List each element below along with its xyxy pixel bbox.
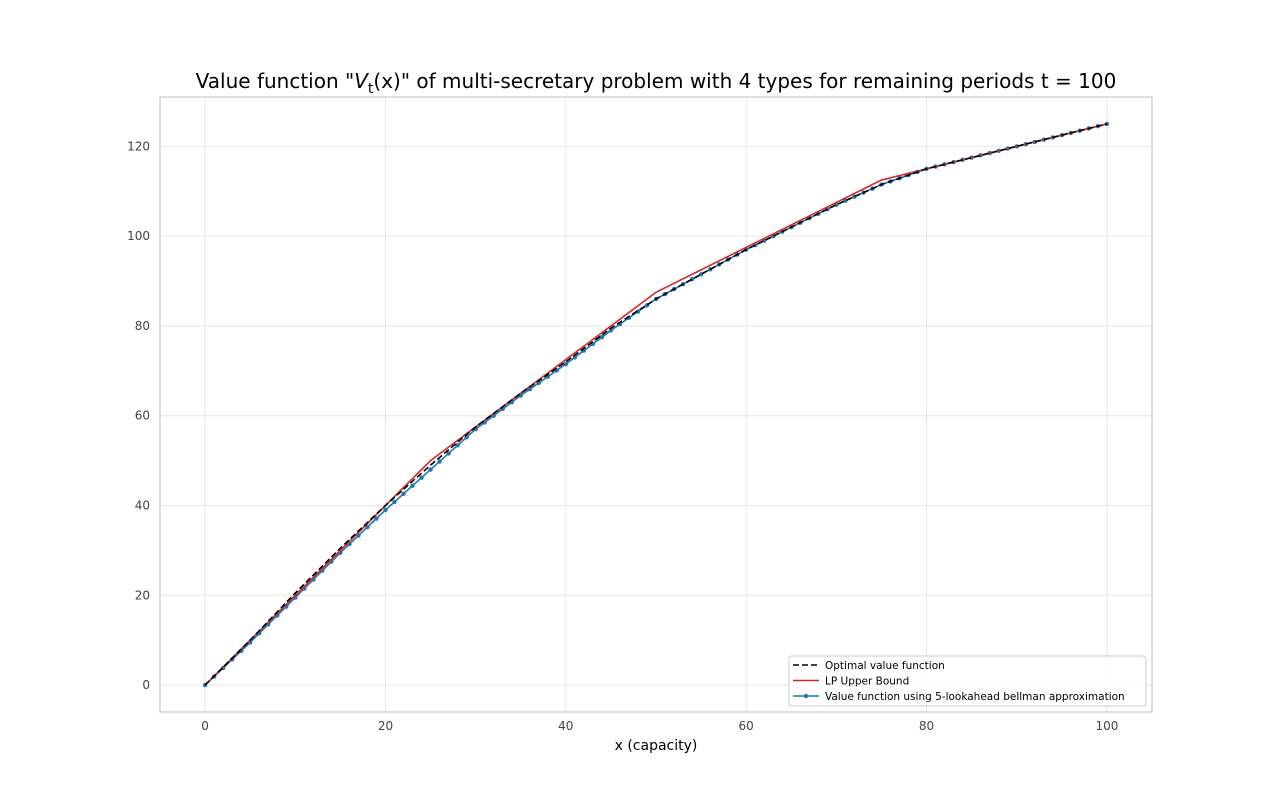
y-tick-label: 60 xyxy=(135,409,150,423)
plot-area xyxy=(160,97,1152,712)
data-point-marker xyxy=(392,499,397,505)
plot-frame xyxy=(159,96,1153,713)
legend: Optimal value function LP Upper Bound Valu… xyxy=(788,655,1147,707)
y-tick-label: 20 xyxy=(135,588,150,602)
x-tick-label: 80 xyxy=(919,719,934,733)
title-suffix: " of multi-secretary problem with 4 type… xyxy=(401,69,1116,93)
title-subscript: t xyxy=(368,81,374,97)
data-point-marker xyxy=(419,475,424,480)
legend-label: Optimal value function xyxy=(825,660,945,672)
data-point-marker xyxy=(410,483,415,488)
chart-title: Value function "Vt(x)" of multi-secretar… xyxy=(196,69,1117,97)
y-tick-label: 100 xyxy=(127,229,150,243)
title-symbol: V xyxy=(354,69,369,93)
y-tick-label: 120 xyxy=(127,139,150,153)
x-axis-label: x (capacity) xyxy=(615,738,698,754)
legend-label: Value function using 5-lookahead bellman… xyxy=(825,691,1125,703)
y-tick-label: 40 xyxy=(135,499,150,513)
data-point-marker xyxy=(428,467,433,472)
y-axis-ticks: 0 20 40 60 80 100 120 xyxy=(127,139,150,692)
data-point-marker xyxy=(635,309,641,314)
grid-lines xyxy=(160,97,1152,712)
title-argument: (x) xyxy=(373,69,400,93)
legend-entry: Value function using 5-lookahead bellman… xyxy=(793,691,1125,703)
legend-entry: Optimal value function xyxy=(793,660,945,672)
x-tick-label: 100 xyxy=(1095,719,1118,733)
x-axis-ticks: 0 20 40 60 80 100 xyxy=(201,719,1118,733)
legend-swatch-marker xyxy=(803,693,809,699)
data-point-marker xyxy=(401,491,406,497)
data-point-marker xyxy=(365,524,370,530)
data-point-marker xyxy=(446,451,451,456)
series-line-optimal-value-function xyxy=(204,123,1108,686)
y-tick-label: 80 xyxy=(135,319,150,333)
title-prefix: Value function " xyxy=(196,69,355,93)
x-tick-label: 0 xyxy=(201,719,209,733)
x-tick-label: 60 xyxy=(739,719,754,733)
data-point-marker xyxy=(563,361,569,367)
data-point-marker xyxy=(383,507,388,513)
legend-entry: LP Upper Bound xyxy=(793,676,909,688)
data-point-marker xyxy=(455,443,460,448)
series-lines xyxy=(202,121,1110,688)
data-point-marker xyxy=(599,334,605,340)
data-point-marker xyxy=(374,516,379,521)
x-tick-label: 20 xyxy=(378,719,393,733)
data-point-marker xyxy=(437,459,442,464)
legend-box xyxy=(788,655,1147,707)
x-tick-label: 40 xyxy=(558,719,573,733)
legend-label: LP Upper Bound xyxy=(825,676,909,688)
y-tick-label: 0 xyxy=(142,678,150,692)
